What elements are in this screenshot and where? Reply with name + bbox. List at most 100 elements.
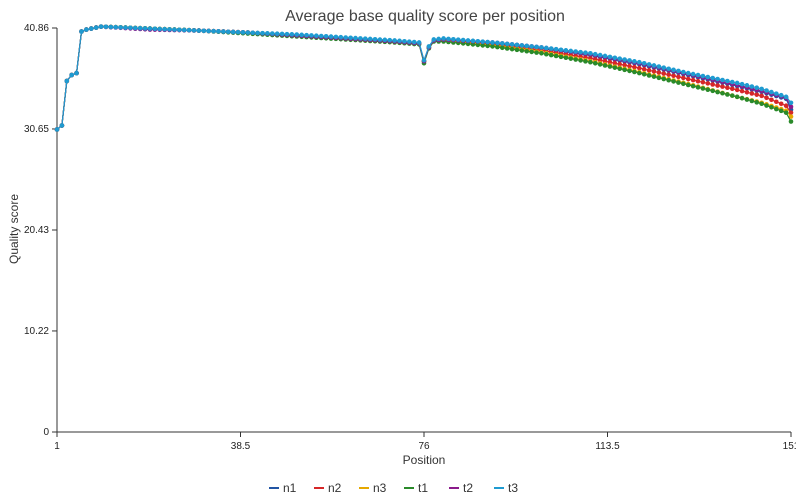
data-point-t3 <box>509 42 515 47</box>
data-point-t3 <box>64 78 70 84</box>
data-point-t3 <box>392 38 397 43</box>
data-point-t3 <box>671 67 676 73</box>
data-point-t3 <box>118 25 123 30</box>
data-point-t1 <box>475 42 481 48</box>
data-point-t1 <box>676 80 681 85</box>
data-point-t1 <box>788 119 794 124</box>
data-point-t3 <box>74 70 79 76</box>
data-point-t3 <box>553 46 559 52</box>
data-point-t3 <box>284 31 290 37</box>
data-point-t3 <box>568 48 574 54</box>
data-point-t3 <box>695 72 701 78</box>
data-point-t3 <box>451 36 456 42</box>
y-axis-title: Quality score <box>7 194 21 264</box>
data-point-n2 <box>656 70 662 75</box>
data-point-t1 <box>666 77 671 83</box>
y-tick-label: 10.22 <box>24 326 49 337</box>
data-point-t1 <box>539 51 544 56</box>
data-point-t3 <box>651 63 657 68</box>
data-point-t3 <box>328 34 334 39</box>
data-point-t1 <box>495 44 500 50</box>
data-point-t1 <box>651 74 657 79</box>
legend-item-n1[interactable]: n1 <box>269 481 297 495</box>
data-point-n2 <box>725 85 730 91</box>
data-point-t1 <box>637 70 642 76</box>
legend-item-n3[interactable]: n3 <box>359 481 387 495</box>
data-point-t3 <box>314 33 319 39</box>
legend-item-t3[interactable]: t3 <box>494 481 518 495</box>
data-point-n2 <box>617 61 623 67</box>
data-point-t3 <box>641 61 647 66</box>
data-point-t3 <box>524 43 530 49</box>
data-point-t3 <box>534 44 539 50</box>
legend-label: t1 <box>418 481 428 495</box>
legend-item-t2[interactable]: t2 <box>449 481 473 495</box>
legend[interactable]: n1 n2 n3 t1 t2 t3 <box>269 481 518 495</box>
data-point-t3 <box>147 26 153 31</box>
data-point-t3 <box>79 29 84 34</box>
data-point-t1 <box>744 97 750 102</box>
data-point-t1 <box>583 59 588 64</box>
data-point-t1 <box>578 58 583 63</box>
data-point-t3 <box>338 34 344 40</box>
data-point-t3 <box>734 80 740 86</box>
data-point-n2 <box>729 86 735 92</box>
data-point-t3 <box>769 89 774 95</box>
data-point-t3 <box>720 77 725 83</box>
data-point-n2 <box>612 60 618 66</box>
data-point-t1 <box>754 100 760 105</box>
data-point-t3 <box>602 53 608 59</box>
legend-item-t1[interactable]: t1 <box>404 481 428 495</box>
data-point-t1 <box>524 48 530 54</box>
data-point-t3 <box>465 38 471 43</box>
data-point-t3 <box>402 38 407 44</box>
data-point-t3 <box>59 123 65 128</box>
data-point-t1 <box>568 56 574 61</box>
data-point-t3 <box>539 45 544 50</box>
data-point-n2 <box>676 74 681 80</box>
data-point-t3 <box>778 92 784 98</box>
legend-item-n2[interactable]: n2 <box>314 481 342 495</box>
data-point-t1 <box>690 83 696 89</box>
data-point-t1 <box>529 49 534 55</box>
data-point-t1 <box>632 69 637 75</box>
data-point-t1 <box>558 54 564 60</box>
data-point-t3 <box>382 37 388 43</box>
data-point-t3 <box>309 33 314 38</box>
data-point-t1 <box>749 98 755 104</box>
data-point-t1 <box>656 75 662 81</box>
data-point-t1 <box>480 43 486 48</box>
data-point-t3 <box>504 41 510 47</box>
data-point-t3 <box>749 84 755 89</box>
data-point-t3 <box>690 71 696 77</box>
data-point-t1 <box>774 106 779 112</box>
data-point-t3 <box>250 30 256 36</box>
data-point-n2 <box>661 71 667 76</box>
series-line-t3 <box>56 26 792 130</box>
data-point-t1 <box>705 87 711 92</box>
y-tick-label: 20.43 <box>24 225 49 236</box>
data-point-t3 <box>544 45 549 51</box>
data-point-t3 <box>196 28 202 33</box>
data-point-t3 <box>495 40 500 46</box>
series-line-t1 <box>56 26 792 130</box>
data-point-t3 <box>397 38 402 44</box>
data-point-t1 <box>553 53 559 59</box>
data-point-t3 <box>98 24 104 29</box>
data-point-n2 <box>759 93 764 99</box>
y-tick-label: 40.86 <box>24 23 49 34</box>
data-point-n2 <box>646 68 652 73</box>
data-point-t3 <box>128 25 133 31</box>
data-point-t3 <box>485 39 490 45</box>
data-point-t3 <box>573 49 578 54</box>
data-point-t3 <box>617 56 623 61</box>
data-point-n2 <box>788 110 794 115</box>
data-point-t3 <box>270 31 275 36</box>
data-point-n2 <box>602 58 608 64</box>
data-point-t3 <box>514 42 520 48</box>
data-point-t3 <box>725 78 730 84</box>
data-point-t1 <box>504 46 510 51</box>
data-point-t3 <box>661 65 667 70</box>
legend-label: n3 <box>373 481 387 495</box>
